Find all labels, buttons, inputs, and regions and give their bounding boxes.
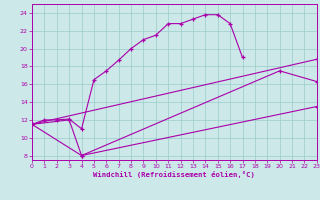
X-axis label: Windchill (Refroidissement éolien,°C): Windchill (Refroidissement éolien,°C) [93, 171, 255, 178]
